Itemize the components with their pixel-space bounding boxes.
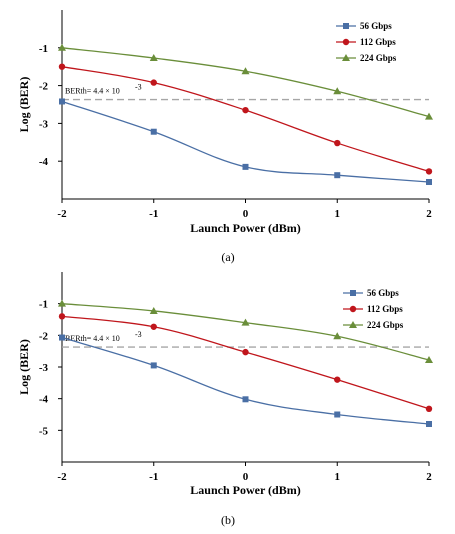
circle-marker	[242, 348, 249, 356]
series-line	[61, 100, 430, 183]
series-112-gbps	[58, 313, 433, 412]
square-marker	[350, 290, 356, 296]
legend-entry: 112 Gbps	[343, 304, 403, 314]
y-tick-label: -2	[39, 81, 49, 93]
triangle-marker	[349, 321, 357, 328]
legend-label: 112 Gbps	[367, 304, 403, 314]
chart-panel-a: -1 -2 -3 -4 -2 -1 0 1 2 Launch Power (dBm) Log (BE…	[17, 10, 433, 264]
x-tick-label: -2	[57, 471, 67, 483]
series-112-gbps	[58, 63, 433, 175]
circle-marker	[58, 63, 66, 70]
circle-marker	[334, 139, 341, 147]
circle-marker	[58, 313, 66, 320]
triangle-marker	[333, 87, 342, 95]
square-marker	[150, 362, 157, 369]
legend-label: 56 Gbps	[367, 288, 399, 298]
y-tick-label: -2	[39, 330, 49, 342]
y-tick-label: -1	[39, 43, 48, 55]
x-tick-label: -2	[57, 208, 67, 220]
legend-label: 112 Gbps	[360, 37, 396, 47]
legend-entry: 224 Gbps	[336, 53, 397, 63]
ber-threshold-label: BERth= 4.4 × 10	[65, 334, 120, 343]
y-tick-label: -5	[39, 425, 49, 437]
series-56-gbps	[59, 334, 432, 427]
x-axis-title: Launch Power (dBm)	[190, 483, 300, 497]
y-tick-label: -4	[39, 156, 49, 168]
legend-entry: 224 Gbps	[343, 320, 404, 330]
square-marker	[334, 411, 341, 418]
ber-threshold-label: BERth= 4.4 × 10	[65, 87, 120, 96]
x-tick-label: -1	[149, 471, 158, 483]
y-tick-label: -4	[39, 394, 49, 406]
ber-threshold-exponent: -3	[135, 83, 142, 92]
triangle-marker	[333, 332, 342, 340]
series-224-gbps	[58, 43, 433, 120]
triangle-marker	[58, 299, 66, 307]
square-marker	[426, 421, 432, 427]
circle-marker	[425, 405, 433, 412]
square-marker	[59, 98, 65, 105]
square-marker	[242, 163, 249, 170]
circle-marker	[425, 168, 433, 175]
circle-marker	[349, 305, 357, 313]
ber-threshold-exponent: -3	[135, 330, 142, 339]
y-tick-label: -1	[39, 299, 48, 311]
series-line	[61, 315, 430, 410]
circle-marker	[242, 106, 249, 114]
legend-label: 56 Gbps	[360, 21, 392, 31]
series-224-gbps	[58, 299, 433, 364]
circle-marker	[334, 376, 341, 383]
square-marker	[242, 396, 249, 403]
legend-entry: 56 Gbps	[343, 288, 399, 298]
square-marker	[343, 23, 349, 29]
triangle-marker	[58, 43, 66, 51]
legend-label: 224 Gbps	[367, 320, 404, 330]
series-56-gbps	[59, 98, 432, 185]
circle-marker	[150, 79, 157, 86]
x-tick-label: 2	[426, 208, 432, 220]
x-tick-label: 0	[243, 471, 249, 483]
y-tick-label: -3	[39, 118, 49, 130]
triangle-marker	[425, 112, 433, 120]
x-tick-label: 2	[426, 471, 432, 483]
chart-panel-b: -1 -2 -3 -4 -5 -2 -1 0 1 2 Launch Power (dBm) Log (…	[17, 272, 433, 527]
legend-entry: 56 Gbps	[336, 21, 392, 31]
legend: 56 Gbps 112 Gbps 224 Gbps	[343, 288, 404, 330]
figure-caption: (a)	[221, 250, 234, 264]
figure-caption: (b)	[221, 513, 235, 527]
x-tick-label: 1	[335, 208, 341, 220]
triangle-marker	[425, 356, 433, 364]
triangle-marker	[149, 54, 158, 62]
triangle-marker	[149, 306, 158, 314]
legend-entry: 112 Gbps	[336, 37, 396, 47]
x-tick-label: -1	[149, 208, 158, 220]
square-marker	[426, 178, 432, 185]
circle-marker	[342, 38, 350, 46]
y-axis-title: Log (BER)	[17, 77, 31, 133]
square-marker	[59, 334, 65, 341]
x-axis-title: Launch Power (dBm)	[190, 221, 300, 235]
circle-marker	[150, 323, 157, 330]
legend-label: 224 Gbps	[360, 53, 397, 63]
triangle-marker	[241, 67, 250, 75]
x-tick-label: 1	[335, 471, 341, 483]
square-marker	[334, 172, 341, 179]
triangle-marker	[241, 318, 250, 326]
square-marker	[150, 128, 157, 135]
y-axis-title: Log (BER)	[17, 339, 31, 395]
x-tick-label: 0	[243, 208, 249, 220]
triangle-marker	[342, 54, 350, 61]
legend: 56 Gbps 112 Gbps 224 Gbps	[336, 21, 397, 63]
y-tick-label: -3	[39, 362, 49, 374]
